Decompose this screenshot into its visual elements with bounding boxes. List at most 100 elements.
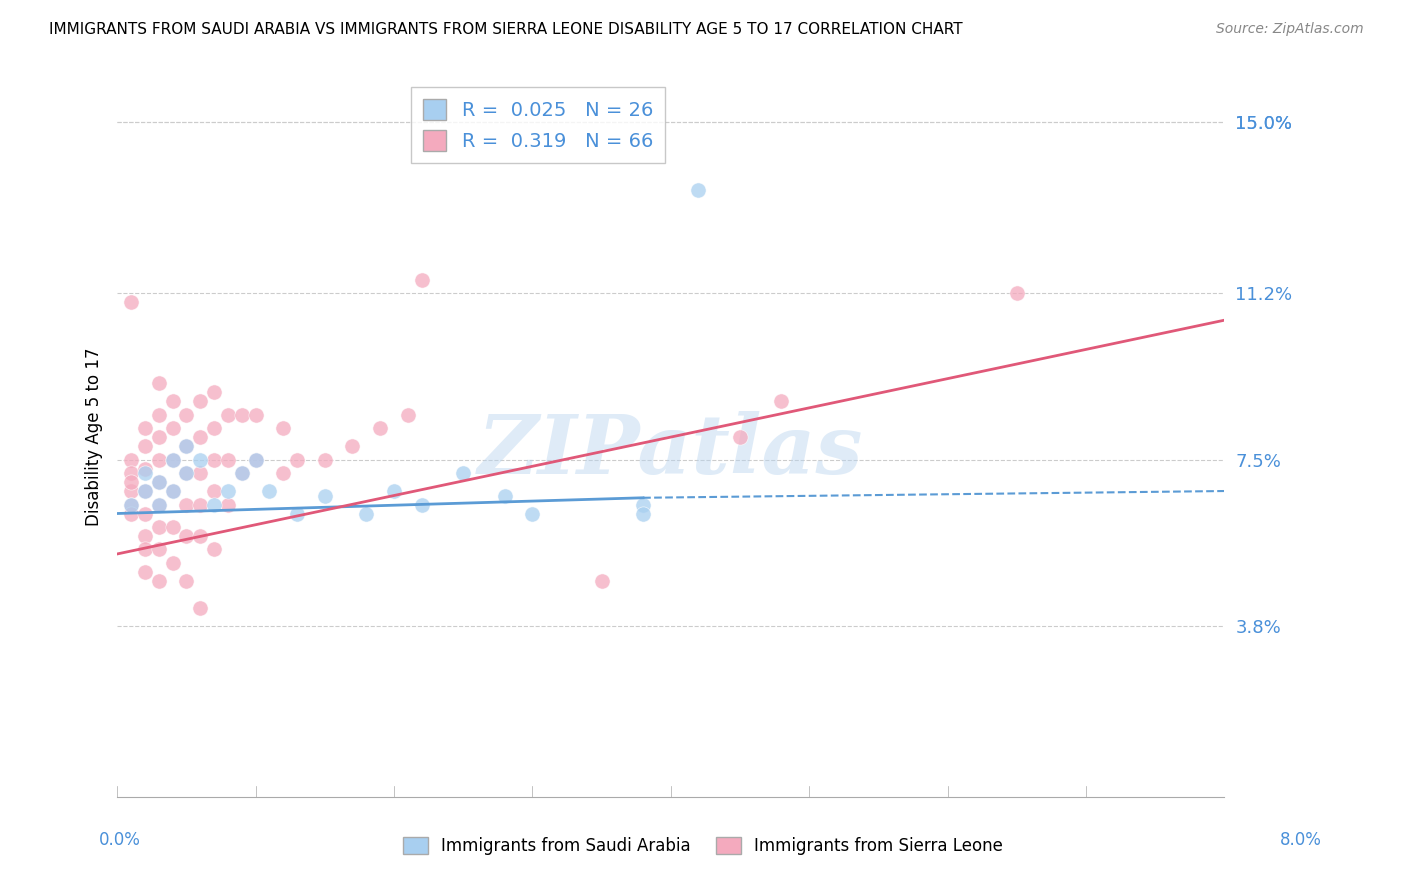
Point xyxy=(245,408,267,422)
Point xyxy=(162,452,184,467)
Point xyxy=(271,466,294,480)
Point xyxy=(728,430,751,444)
Point xyxy=(522,507,544,521)
Point xyxy=(202,385,225,400)
Point xyxy=(176,529,198,543)
Point xyxy=(134,421,156,435)
Point xyxy=(148,498,170,512)
Point xyxy=(591,574,613,588)
Point xyxy=(688,183,710,197)
Legend: R =  0.025   N = 26, R =  0.319   N = 66: R = 0.025 N = 26, R = 0.319 N = 66 xyxy=(411,87,665,162)
Point xyxy=(162,556,184,570)
Point xyxy=(245,452,267,467)
Point xyxy=(176,574,198,588)
Point xyxy=(217,498,239,512)
Point xyxy=(120,475,142,489)
Point xyxy=(451,466,474,480)
Point xyxy=(188,466,211,480)
Point xyxy=(176,408,198,422)
Point xyxy=(120,498,142,512)
Point xyxy=(148,542,170,557)
Point xyxy=(231,408,253,422)
Point xyxy=(217,408,239,422)
Text: ZIPatlas: ZIPatlas xyxy=(478,411,863,491)
Point xyxy=(217,483,239,498)
Point xyxy=(202,483,225,498)
Point xyxy=(188,394,211,409)
Point xyxy=(342,439,364,453)
Point xyxy=(148,520,170,534)
Point xyxy=(202,452,225,467)
Point xyxy=(202,542,225,557)
Point xyxy=(148,452,170,467)
Point xyxy=(120,452,142,467)
Point xyxy=(396,408,419,422)
Text: Source: ZipAtlas.com: Source: ZipAtlas.com xyxy=(1216,22,1364,37)
Point xyxy=(631,507,654,521)
Point xyxy=(202,498,225,512)
Point xyxy=(494,489,516,503)
Point xyxy=(231,466,253,480)
Point xyxy=(368,421,391,435)
Point xyxy=(1005,286,1028,301)
Point xyxy=(259,483,281,498)
Text: IMMIGRANTS FROM SAUDI ARABIA VS IMMIGRANTS FROM SIERRA LEONE DISABILITY AGE 5 TO: IMMIGRANTS FROM SAUDI ARABIA VS IMMIGRAN… xyxy=(49,22,963,37)
Point xyxy=(120,483,142,498)
Point xyxy=(217,452,239,467)
Point xyxy=(188,498,211,512)
Point xyxy=(176,439,198,453)
Point xyxy=(148,475,170,489)
Point xyxy=(245,452,267,467)
Point xyxy=(188,430,211,444)
Point xyxy=(202,421,225,435)
Point xyxy=(285,452,308,467)
Point xyxy=(162,483,184,498)
Point xyxy=(162,394,184,409)
Point xyxy=(162,452,184,467)
Point xyxy=(411,273,433,287)
Point xyxy=(162,421,184,435)
Point xyxy=(120,466,142,480)
Point xyxy=(120,507,142,521)
Point xyxy=(314,489,336,503)
Point xyxy=(134,439,156,453)
Point xyxy=(631,498,654,512)
Point xyxy=(188,452,211,467)
Point xyxy=(134,466,156,480)
Point xyxy=(271,421,294,435)
Point xyxy=(134,565,156,579)
Point xyxy=(176,466,198,480)
Point xyxy=(134,461,156,475)
Point xyxy=(134,483,156,498)
Point xyxy=(148,376,170,391)
Point xyxy=(148,574,170,588)
Point xyxy=(285,507,308,521)
Point xyxy=(176,439,198,453)
Point xyxy=(188,529,211,543)
Point xyxy=(148,430,170,444)
Point xyxy=(176,466,198,480)
Point xyxy=(148,498,170,512)
Point xyxy=(134,542,156,557)
Point xyxy=(356,507,378,521)
Point xyxy=(134,483,156,498)
Point xyxy=(148,408,170,422)
Point xyxy=(148,475,170,489)
Point xyxy=(120,295,142,310)
Legend: Immigrants from Saudi Arabia, Immigrants from Sierra Leone: Immigrants from Saudi Arabia, Immigrants… xyxy=(396,830,1010,862)
Point xyxy=(411,498,433,512)
Point xyxy=(134,529,156,543)
Point xyxy=(176,498,198,512)
Point xyxy=(314,452,336,467)
Point xyxy=(134,507,156,521)
Point xyxy=(382,483,405,498)
Y-axis label: Disability Age 5 to 17: Disability Age 5 to 17 xyxy=(86,348,103,526)
Text: 0.0%: 0.0% xyxy=(98,831,141,849)
Point xyxy=(770,394,793,409)
Point xyxy=(162,483,184,498)
Point xyxy=(120,498,142,512)
Text: 8.0%: 8.0% xyxy=(1279,831,1322,849)
Point xyxy=(231,466,253,480)
Point xyxy=(188,601,211,615)
Point xyxy=(162,520,184,534)
